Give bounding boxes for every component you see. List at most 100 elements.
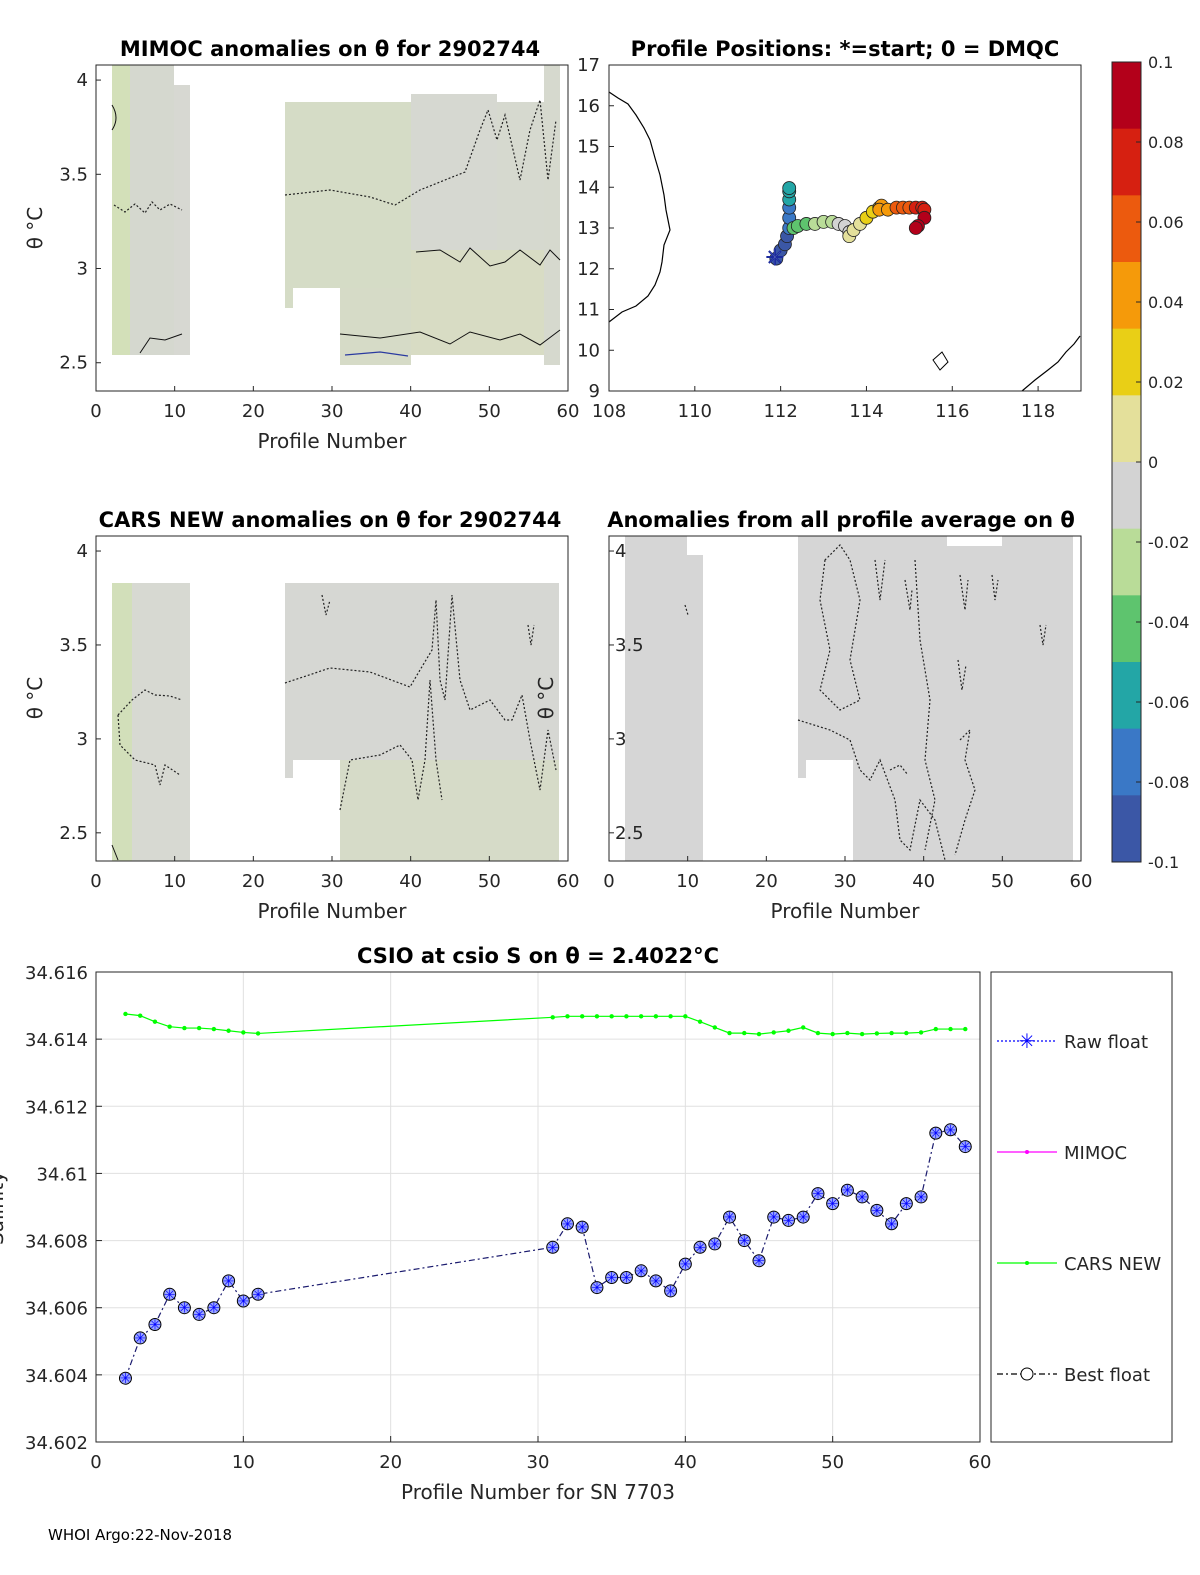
raw-float-marker: ✳ (753, 1254, 765, 1270)
colorbar-tick-label: 0.02 (1148, 373, 1184, 392)
raw-float-marker: ✳ (193, 1307, 205, 1323)
y-tick-label: 17 (577, 55, 600, 76)
best-float-marker (752, 1254, 766, 1268)
colorbar-tick-label: 0.06 (1148, 213, 1184, 232)
mimoc-anomaly-panel: 0 10 20 30 40 50 60 2.5 3 3.5 4 MIMOC anomalies o… (23, 37, 579, 453)
colorbar-tick-label: 0.04 (1148, 293, 1184, 312)
contour-line (111, 844, 119, 861)
x-tick-label: 116 (935, 401, 969, 422)
x-tick-label: 0 (90, 1452, 101, 1473)
raw-float-marker: ✳ (768, 1210, 780, 1226)
cars-new-marker (948, 1026, 953, 1032)
y-tick-label: 34.602 (25, 1433, 88, 1454)
raw-float-marker: ✳ (886, 1217, 898, 1233)
panel-title: Profile Positions: *=start; 0 = DMQC (631, 37, 1060, 61)
colorbar-scale (1112, 62, 1141, 863)
best-float-marker (708, 1237, 722, 1251)
cars-new-marker (742, 1030, 747, 1036)
best-float-marker (207, 1301, 221, 1315)
colorbar-swatch (1112, 128, 1141, 196)
x-tick-label: 60 (557, 871, 580, 892)
cars-new-marker (918, 1030, 924, 1035)
y-tick-label: 3.5 (59, 164, 88, 185)
anomaly-field (285, 760, 293, 778)
colorbar-tick-label: -0.06 (1148, 693, 1189, 712)
raw-float-marker: ✳ (959, 1140, 971, 1156)
legend-best-marker (1020, 1367, 1034, 1381)
x-axis-label: Profile Number (258, 899, 408, 923)
raw-float-marker: ✳ (179, 1301, 191, 1317)
legend: ✳ Raw float MIMOC CARS NEW Best float (990, 971, 1173, 1443)
series-layer: ✳✳✳✳✳ ✳ ✳✳✳ ✳✳✳ ✳✳✳ ✳ ✳✳✳✳✳ ✳✳✳✳✳ ✳ ✳✳✳✳ ✳✳✳✳ ✳✳ ✳✳ (118, 1011, 972, 1387)
y-tick-label: 3 (77, 259, 88, 280)
cars-new-marker (859, 1031, 865, 1037)
raw-float-marker: ✳ (650, 1274, 662, 1290)
cars-new-marker (196, 1025, 202, 1031)
y-tick-label: 13 (577, 218, 600, 239)
x-tick-label: 108 (592, 401, 626, 422)
x-axis-ticks: 108 110 112 114 116 118 (592, 386, 1055, 422)
y-axis-ticks: 9 10 11 12 13 14 15 16 17 (577, 55, 614, 402)
raw-float-marker: ✳ (842, 1183, 854, 1199)
profile-average-anomaly-panel: 0 10 20 30 40 50 60 2.5 3 3.5 4 Anomalies from al… (534, 508, 1092, 923)
best-float-marker (590, 1281, 604, 1295)
anomaly-field (853, 760, 1073, 861)
contour-line (113, 201, 183, 214)
y-axis-ticks: 2.5 3 3.5 4 (59, 541, 101, 844)
x-axis-label: Profile Number for SN 7703 (401, 1480, 675, 1504)
cars-new-marker (594, 1014, 600, 1019)
colorbar-swatch (1112, 595, 1141, 663)
best-float-marker (781, 1213, 795, 1227)
raw-float-marker: ✳ (252, 1287, 264, 1303)
contour-line (117, 714, 181, 786)
anomaly-field (340, 288, 411, 365)
cars-new-marker (550, 1015, 555, 1020)
y-tick-label: 4 (77, 541, 88, 562)
x-tick-label: 10 (163, 871, 186, 892)
x-axis-ticks: 0 10 20 30 40 50 60 (90, 1436, 991, 1473)
y-tick-label: 34.61 (36, 1164, 88, 1185)
colorbar-ticks: 0.1 0.08 0.06 0.04 0.02 0 -0.02 -0.04 -0.06 -0.08… (1136, 53, 1189, 872)
x-tick-label: 114 (849, 401, 883, 422)
x-tick-label: 60 (969, 1452, 992, 1473)
contour-line (339, 679, 443, 811)
raw-float-marker: ✳ (591, 1281, 603, 1297)
best-float-marker (546, 1240, 560, 1254)
raw-float-marker: ✳ (208, 1301, 220, 1317)
y-tick-label: 34.608 (25, 1232, 88, 1253)
start-marker: ✳ (766, 246, 784, 271)
raw-float-marker: ✳ (223, 1274, 235, 1290)
track-point (908, 221, 923, 235)
asterisk-icon: ✳ (1019, 1029, 1036, 1053)
anomaly-field (285, 102, 411, 288)
cars-new-marker (182, 1025, 187, 1031)
raw-float-marker: ✳ (930, 1126, 942, 1142)
island (932, 351, 949, 371)
y-tick-label: 16 (577, 96, 600, 117)
x-axis-ticks: 0 10 20 30 40 50 60 (90, 386, 579, 422)
legend-mimoc-marker (1025, 1150, 1029, 1154)
raw-float-marker: ✳ (827, 1197, 839, 1213)
cars-new-marker (845, 1030, 850, 1036)
y-tick-label: 4 (77, 70, 88, 91)
y-tick-label: 34.616 (25, 963, 88, 984)
best-float-marker (605, 1271, 619, 1284)
best-float-marker (664, 1284, 678, 1298)
colorbar-swatch (1112, 728, 1141, 796)
x-axis-label: Profile Number (258, 429, 408, 453)
contour-line (874, 559, 886, 601)
x-tick-label: 30 (527, 1452, 550, 1473)
y-tick-label: 3 (77, 729, 88, 750)
raw-float-marker: ✳ (915, 1190, 927, 1206)
raw-float-marker: ✳ (900, 1197, 912, 1213)
best-float-marker (177, 1301, 191, 1315)
x-tick-label: 110 (678, 401, 712, 422)
x-tick-label: 30 (321, 871, 344, 892)
legend-cars-label: CARS NEW (1064, 1254, 1161, 1275)
best-float-marker (148, 1318, 162, 1331)
y-axis-label: θ °C (534, 677, 558, 720)
x-tick-label: 20 (379, 1452, 402, 1473)
y-axis-label: θ °C (23, 207, 47, 250)
cars-new-marker (609, 1014, 614, 1019)
